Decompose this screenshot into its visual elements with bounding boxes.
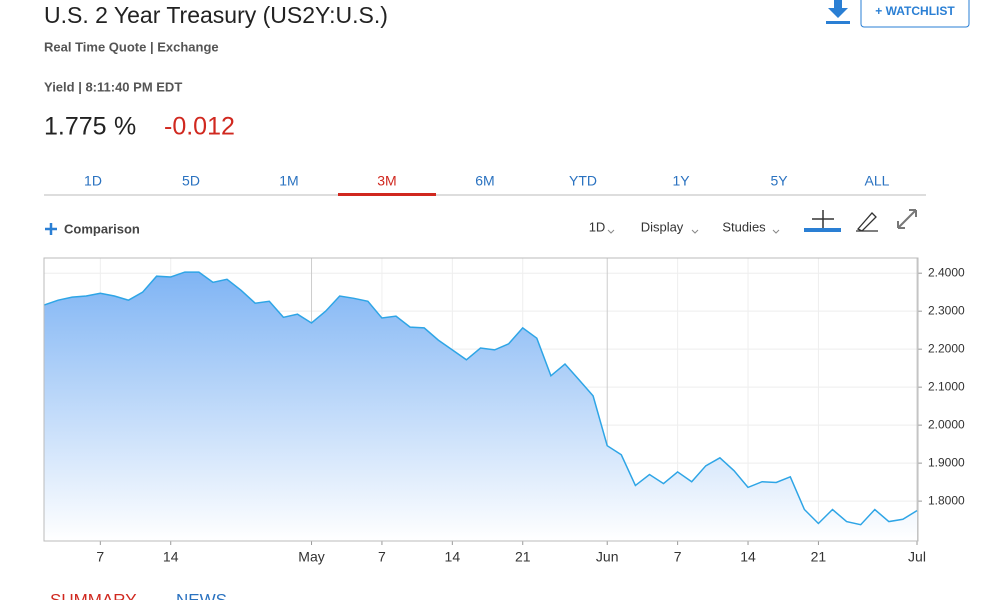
toolbar-item[interactable]: Display xyxy=(641,219,684,234)
x-tick-label: Jul xyxy=(908,549,926,565)
y-tick-label: 1.9000 xyxy=(928,455,965,469)
dropdown-caret xyxy=(772,229,780,234)
draw-icon[interactable] xyxy=(856,212,878,232)
dropdown-caret xyxy=(691,229,699,234)
tab[interactable]: ALL xyxy=(865,173,890,189)
y-tick-label: 2.0000 xyxy=(928,417,965,431)
watchlist-button[interactable] xyxy=(860,0,970,28)
x-tick-label: 21 xyxy=(811,549,827,565)
line xyxy=(43,271,918,526)
bottom-tab[interactable]: NEWS xyxy=(176,590,227,600)
tab[interactable]: 3M xyxy=(377,173,396,189)
x-tick-label: 21 xyxy=(515,549,531,565)
tab[interactable]: YTD xyxy=(569,173,597,189)
toolbar-item[interactable]: 1D xyxy=(589,219,606,234)
chart: 1.8000 1.9000 2.0000 2.1000 2.2000 2.3000 2.40… xyxy=(43,257,965,565)
x-tick-label: 14 xyxy=(163,549,179,565)
title: U.S. 2 Year Treasury (US2Y:U.S.) xyxy=(44,2,388,28)
download-arrow xyxy=(828,8,848,18)
y-tick-label: 2.2000 xyxy=(928,341,965,355)
toolbar-item[interactable]: Studies xyxy=(722,219,766,234)
x-tick-label: 14 xyxy=(740,549,756,565)
x-tick-label: 7 xyxy=(674,549,682,565)
crosshair-active xyxy=(804,228,841,232)
change: -0.012 xyxy=(164,113,235,141)
crosshair-icon[interactable] xyxy=(812,210,834,228)
toolbar: 1D Display Studies xyxy=(589,219,780,234)
x-tick-label: May xyxy=(298,549,324,565)
download-base xyxy=(826,21,850,24)
y-tick-label: 2.1000 xyxy=(928,379,965,393)
y-tick-label: 2.4000 xyxy=(928,265,965,279)
tab-bar: 1D 5D 1M 3M 6M YTD 1Y 5Y ALL xyxy=(84,173,890,196)
plus-icon xyxy=(45,223,57,235)
x-tick-label: 7 xyxy=(378,549,386,565)
tab[interactable]: 1Y xyxy=(672,173,690,189)
plot-frame xyxy=(43,257,919,542)
tab[interactable]: 5Y xyxy=(770,173,788,189)
x-tick-label: 7 xyxy=(96,549,104,565)
price: 1.775 xyxy=(44,113,107,141)
tab[interactable]: 5D xyxy=(182,173,200,189)
y-tick-label: 1.8000 xyxy=(928,493,965,507)
download-shaft xyxy=(834,0,842,10)
timestamp: Yield | 8:11:40 PM EDT xyxy=(44,79,182,94)
tab[interactable]: 1D xyxy=(84,173,102,189)
bottom-tab[interactable]: SUMMARY xyxy=(50,590,137,600)
tab[interactable]: 1M xyxy=(279,173,298,189)
x-tick-label: 14 xyxy=(445,549,461,565)
watchlist-label: + WATCHLIST xyxy=(875,4,955,18)
comparison[interactable]: Comparison xyxy=(64,221,140,236)
subtitle: Real Time Quote | Exchange xyxy=(44,39,219,54)
tab-active-indicator xyxy=(338,193,436,196)
tool-icons xyxy=(804,209,917,232)
y-tick-label: 2.3000 xyxy=(928,303,965,317)
bottom-tabs: SUMMARY NEWS xyxy=(50,590,227,600)
download-icon[interactable] xyxy=(826,0,850,24)
x-tick-label: Jun xyxy=(596,549,619,565)
dropdown-caret xyxy=(607,229,615,234)
price-unit: % xyxy=(114,113,136,141)
expand-icon[interactable] xyxy=(897,209,917,229)
tab[interactable]: 6M xyxy=(475,173,494,189)
